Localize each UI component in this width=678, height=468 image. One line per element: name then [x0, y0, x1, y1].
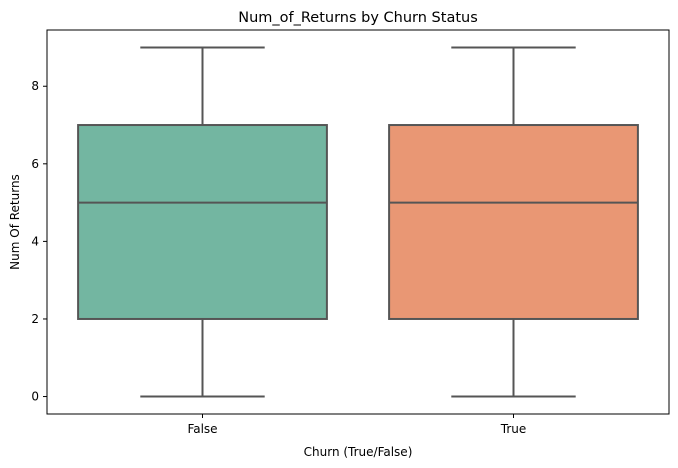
y-tick-label-4: 4: [31, 234, 39, 248]
box-true: [388, 124, 639, 320]
box-false: [77, 124, 328, 320]
y-tick-label-6: 6: [31, 157, 39, 171]
box-group-true: [388, 46, 639, 398]
x-tick-label-false: False: [187, 422, 217, 436]
y-tick-label-0: 0: [31, 390, 39, 404]
y-tick-label-8: 8: [31, 79, 39, 93]
y-axis: 0 2 4 6 8: [31, 79, 47, 404]
y-axis-label: Num Of Returns: [8, 174, 22, 270]
plot-frame: [46, 29, 670, 415]
x-tick-label-true: True: [500, 422, 527, 436]
box-group-false: [77, 46, 328, 398]
x-axis-label: Churn (True/False): [304, 445, 413, 459]
y-tick-label-2: 2: [31, 312, 39, 326]
plot-area: [77, 46, 639, 398]
chart-title: Num_of_Returns by Churn Status: [238, 10, 478, 26]
x-axis: False True: [187, 414, 526, 436]
